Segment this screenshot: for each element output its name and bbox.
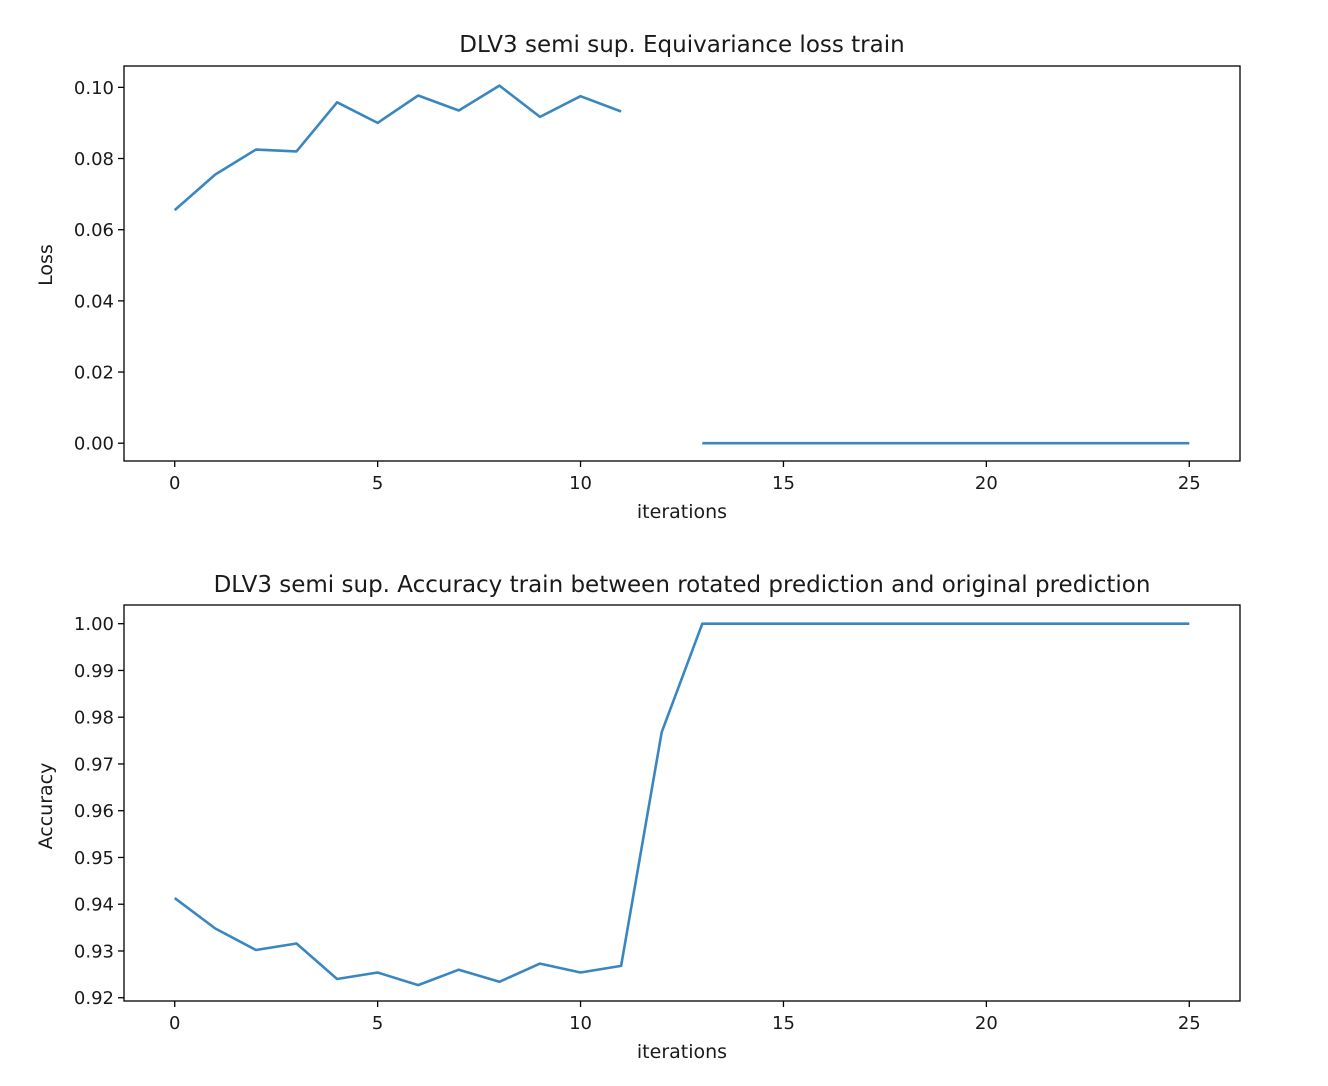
plot-frame — [123, 65, 1241, 462]
y-tick-label: 0.04 — [74, 291, 114, 312]
y-tick-label: 0.00 — [74, 434, 114, 455]
x-tick-label: 5 — [372, 473, 383, 494]
x-tick-label: 20 — [975, 1013, 998, 1034]
y-tick-label: 0.10 — [74, 78, 114, 99]
y-tick-label: 1.00 — [74, 614, 114, 635]
x-tick-label: 0 — [169, 473, 180, 494]
x-axis-label: iterations — [637, 501, 727, 523]
chart-title: DLV3 semi sup. Accuracy train between ro… — [214, 572, 1151, 598]
y-tick-label: 0.08 — [74, 149, 114, 170]
x-tick-label: 20 — [975, 473, 998, 494]
x-tick-label: 15 — [772, 1013, 795, 1034]
y-tick-label: 0.98 — [74, 708, 114, 729]
plot-frame — [123, 604, 1241, 1002]
x-tick-label: 10 — [569, 473, 592, 494]
y-tick-label: 0.95 — [74, 848, 114, 869]
y-tick-label: 0.94 — [74, 895, 114, 916]
y-tick-label: 0.02 — [74, 363, 114, 384]
y-tick-label: 0.06 — [74, 220, 114, 241]
y-tick-label: 0.93 — [74, 941, 114, 962]
x-tick-label: 10 — [569, 1013, 592, 1034]
x-tick-label: 15 — [772, 473, 795, 494]
y-axis-label: Loss — [35, 244, 57, 286]
x-axis-label: iterations — [637, 1041, 727, 1063]
x-tick-label: 0 — [169, 1013, 180, 1034]
y-tick-label: 0.97 — [74, 754, 114, 775]
x-tick-label: 25 — [1178, 473, 1201, 494]
x-tick-label: 25 — [1178, 1013, 1201, 1034]
y-tick-label: 0.99 — [74, 661, 114, 682]
x-tick-label: 5 — [372, 1013, 383, 1034]
series-line-segment-0 — [173, 84, 622, 212]
chart-title: DLV3 semi sup. Equivariance loss train — [459, 32, 904, 58]
y-tick-label: 0.92 — [74, 988, 114, 1009]
loss-chart: DLV3 semi sup. Equivariance loss train i… — [35, 32, 1241, 523]
y-axis-label: Accuracy — [35, 763, 57, 850]
accuracy-chart: DLV3 semi sup. Accuracy train between ro… — [35, 572, 1241, 1063]
y-tick-label: 0.96 — [74, 801, 114, 822]
series-line-segment-0 — [173, 622, 1190, 987]
